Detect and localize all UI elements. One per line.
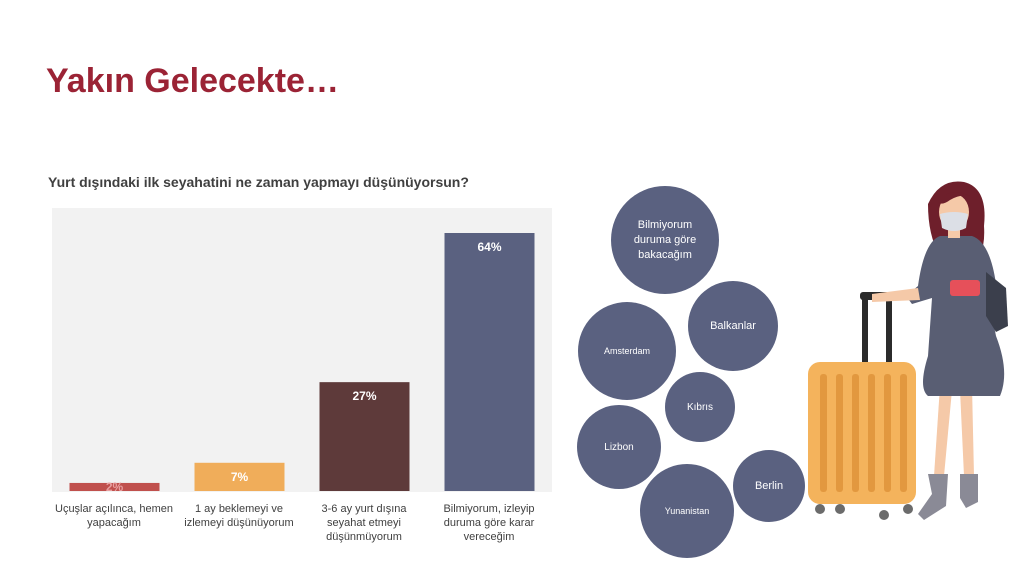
x-tick-label-3: Bilmiyorum, izleyip duruma göre karar ve… <box>443 503 535 543</box>
data-label-0: 2% <box>106 480 124 492</box>
bar-1 <box>194 462 285 491</box>
slide-title: Yakın Gelecekte… <box>46 62 339 100</box>
data-label-2: 27% <box>352 389 376 403</box>
face-mask <box>940 212 968 231</box>
bar-2 <box>319 382 410 491</box>
leg-left <box>934 386 952 476</box>
bar-chart: 2% 7% 27% 64% <box>69 233 535 492</box>
bubble-undecided: Bilmiyorum duruma göre bakacağım <box>611 186 719 294</box>
hair-fringe <box>938 192 970 204</box>
bubble-label: Lizbon <box>604 441 634 453</box>
leg-right <box>960 386 974 476</box>
pink-item <box>950 280 980 296</box>
suitcase-handle-left <box>862 296 868 364</box>
bubble-kibris: Kıbrıs <box>665 372 735 442</box>
x-tick-label-2: 3-6 ay yurt dışına seyahat etmeyi düşünm… <box>321 503 407 543</box>
bar-0 <box>69 482 160 491</box>
bubble-label: Berlin <box>754 479 784 492</box>
wheel <box>815 504 825 514</box>
suitcase-handle-right <box>886 296 892 364</box>
traveler-illustration <box>808 181 1008 520</box>
wheel <box>903 504 913 514</box>
data-label-3: 64% <box>477 240 501 254</box>
bubble-label: Yunanistan <box>664 505 710 516</box>
bubble-label: Amsterdam <box>603 345 650 356</box>
shoe-left <box>918 474 948 520</box>
shoe-right <box>960 474 978 508</box>
bubble-label: Kıbrıs <box>686 401 714 413</box>
bubble-balkanlar: Balkanlar <box>688 281 778 371</box>
arm <box>872 288 920 302</box>
bubble-amsterdam: Amsterdam <box>578 302 676 400</box>
bubble-yunanistan: Yunanistan <box>640 464 734 558</box>
dress <box>906 236 1005 396</box>
shoulder-bag <box>986 272 1008 332</box>
bubble-label: Balkanlar <box>710 319 756 332</box>
wheel <box>879 510 889 520</box>
bar-3 <box>444 233 535 491</box>
chart-title: Yurt dışındaki ilk seyahatini ne zaman y… <box>48 174 469 190</box>
bubble-label: Bilmiyorum duruma göre bakacağım <box>633 218 697 261</box>
suitcase-ridges <box>820 374 907 492</box>
bubble-berlin: Berlin <box>733 450 805 522</box>
x-tick-label-0: Uçuşlar açılınca, hemen yapacağım <box>55 503 173 529</box>
wheel <box>835 504 845 514</box>
bubble-lizbon: Lizbon <box>577 405 661 489</box>
x-tick-label-1: 1 ay beklemeyi ve izlemeyi düşünüyorum <box>184 503 294 529</box>
data-label-1: 7% <box>231 470 249 484</box>
